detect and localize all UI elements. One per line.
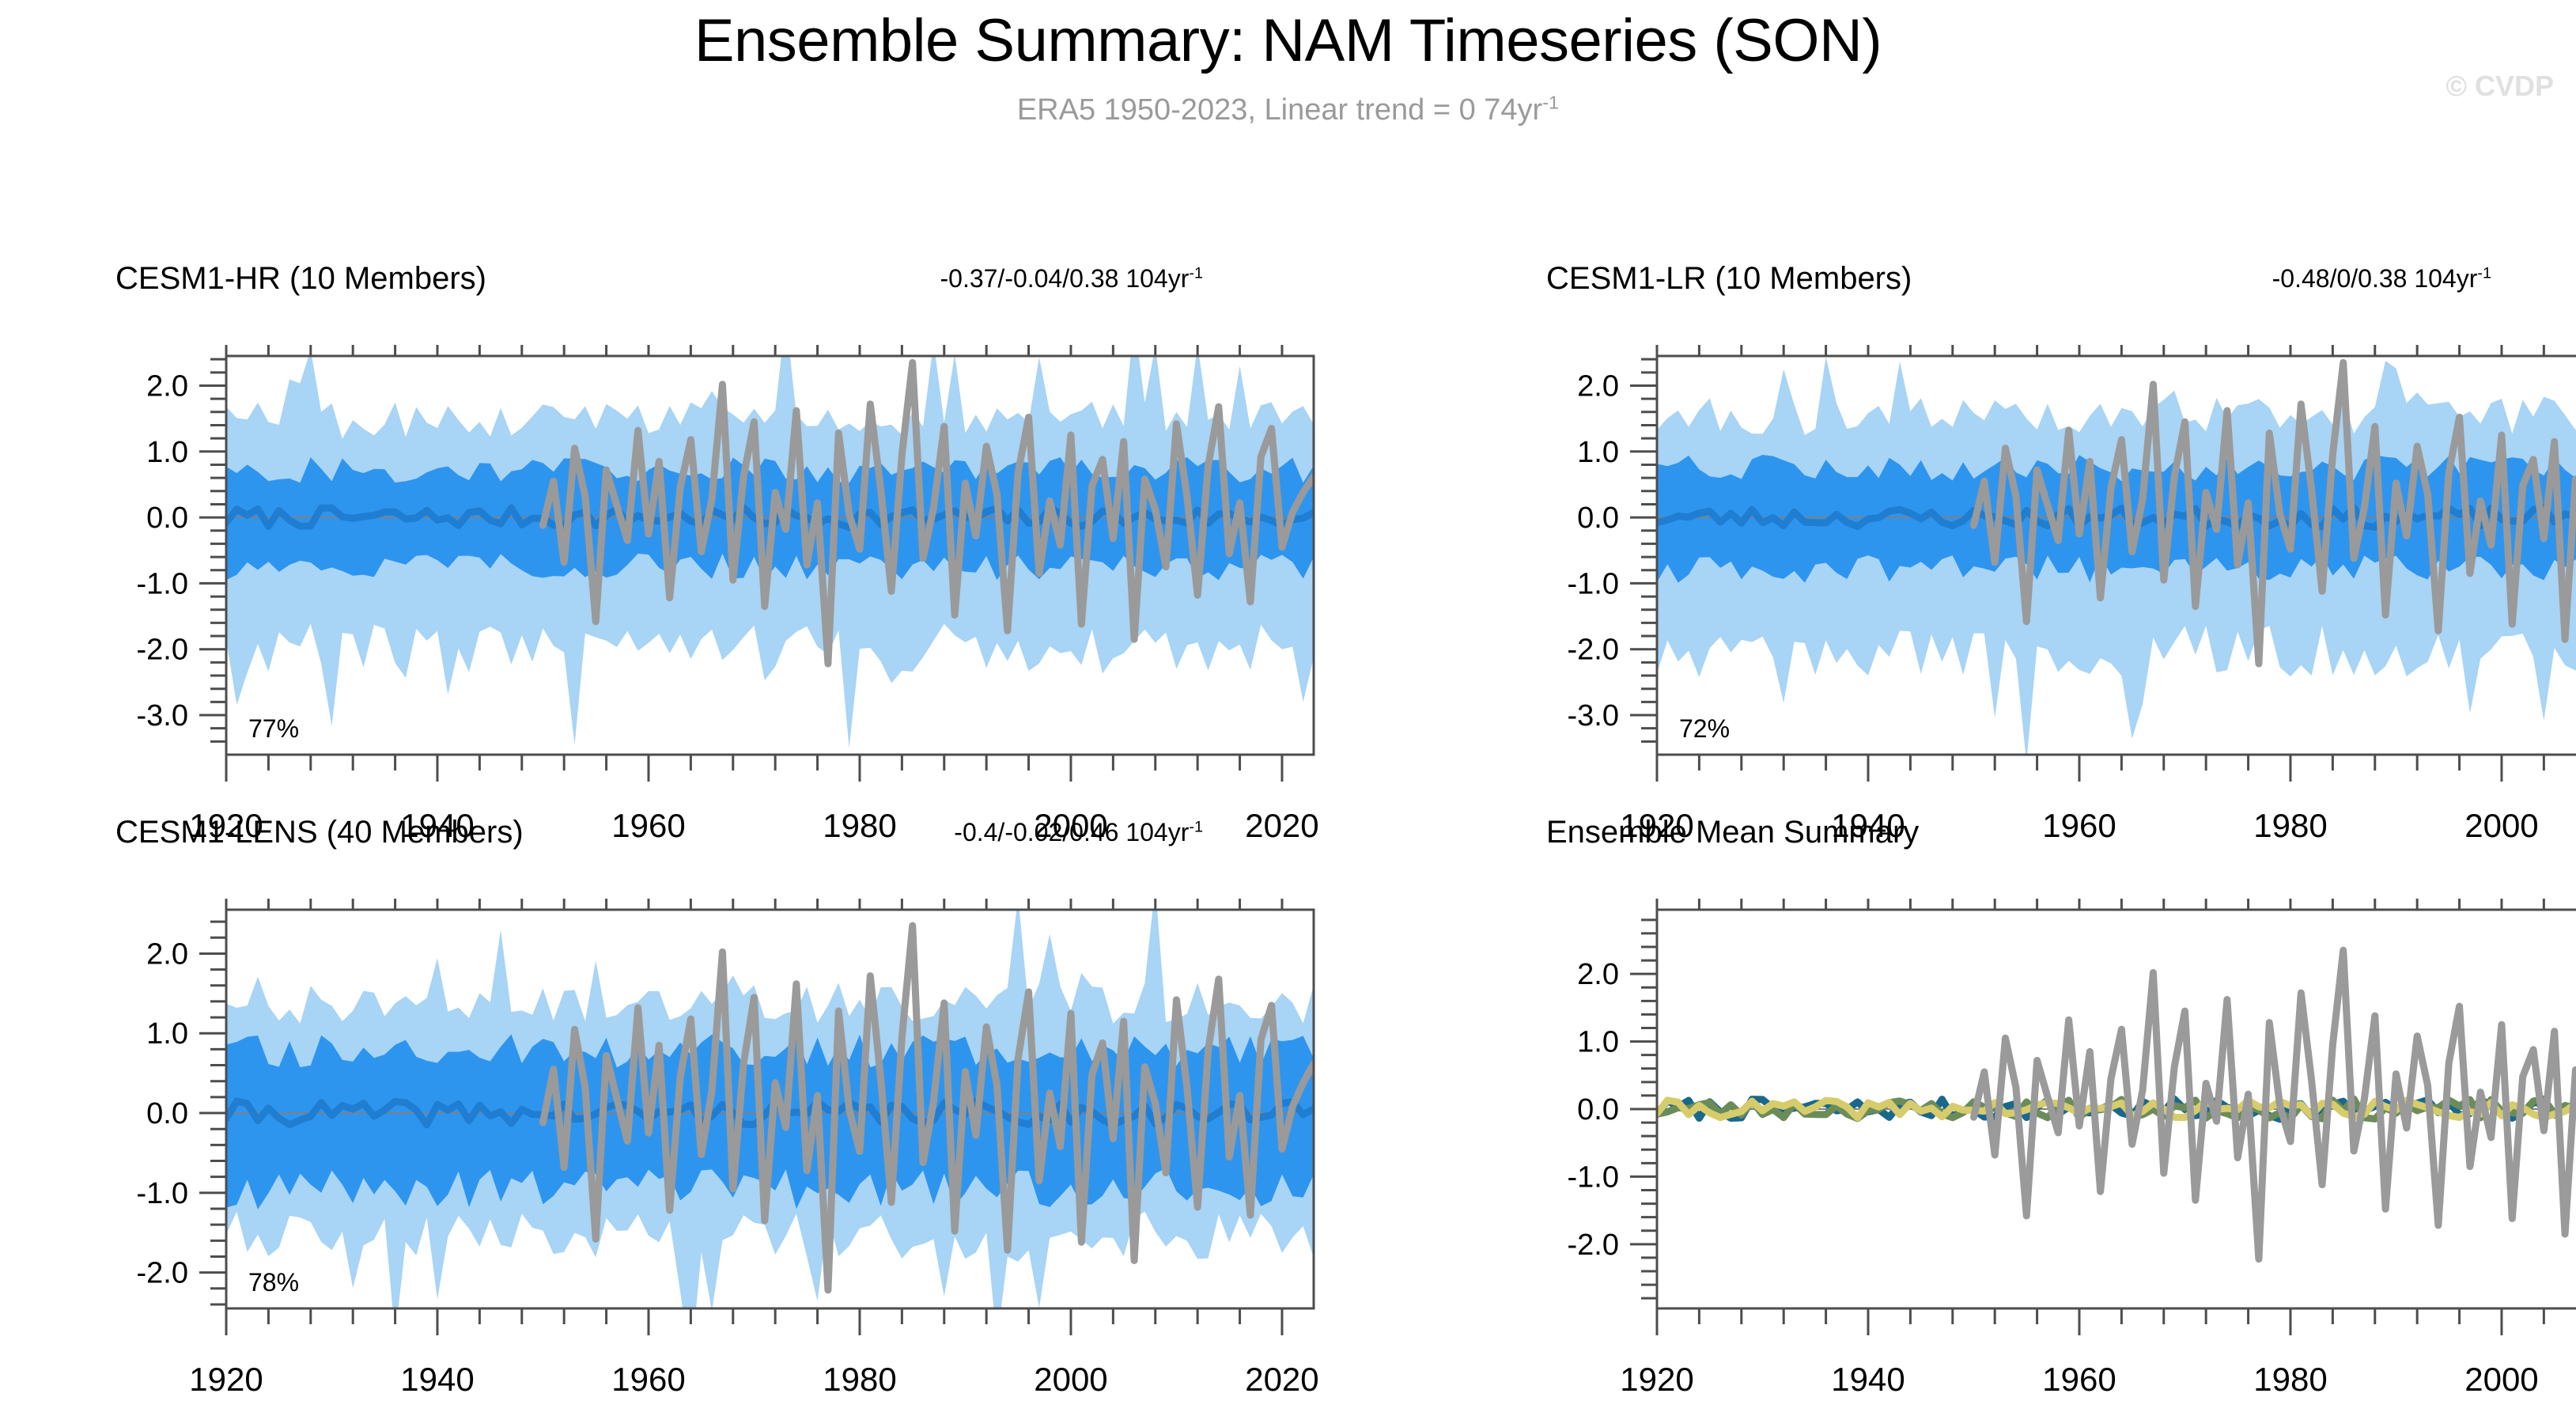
x-axis-tick-label: 1940 (400, 807, 474, 844)
percent-within-range-label: 77% (248, 714, 299, 743)
y-axis-tick-label: 1.0 (1577, 1026, 1619, 1059)
chart-svg: 2.0 1.0 0.0 -1.0 -2.0 -3.0 1920 1940 1960 1980 200… (137, 345, 1319, 844)
y-axis-tick-label: -1.0 (137, 1177, 188, 1210)
plot-frame (1655, 354, 2576, 756)
page-title: Ensemble Summary: NAM Timeseries (SON) (694, 7, 1882, 74)
panel-trend-exponent: -1 (1189, 818, 1203, 836)
x-axis-tick-label: 1920 (189, 1361, 263, 1398)
plot-frame (225, 354, 1315, 756)
y-axis-tick-label: 2.0 (1577, 958, 1619, 991)
x-axis-tick-label: 1940 (1831, 1361, 1905, 1398)
y-axis-tick-label: 1.0 (146, 1017, 188, 1051)
era5-observation-line (539, 358, 1314, 668)
x-axis-tick-label: 1920 (189, 807, 263, 844)
y-axis-tick-label: -1.0 (1568, 1160, 1619, 1194)
y-axis-tick-label: -2.0 (1568, 1229, 1619, 1262)
inner-spread-band (1657, 455, 2576, 583)
figure-header: Ensemble Summary: NAM Timeseries (SON) E… (0, 0, 2576, 142)
percent-within-range-label: 72% (1679, 714, 1730, 743)
figure-subtitle-exponent: -1 (1542, 92, 1560, 113)
panel-trend-cesm1-lr: -0.48/0/0.38 104yr-1 (2272, 264, 2491, 293)
panel-trend-value: -0.4/-0.02/0.46 104yr (954, 818, 1190, 846)
panel-title-cesm1-lr: CESM1-LR (10 Members) (1546, 261, 1912, 296)
era5-observation-line (539, 922, 1314, 1294)
y-axis-tick-label: 0.0 (1577, 1093, 1619, 1126)
x-axis-tick-label: 2020 (1245, 1361, 1318, 1398)
x-axis-tick-label: 2000 (1034, 1361, 1107, 1398)
x-axis-tick-label: 1980 (823, 807, 896, 844)
y-axis-tick-label: 0.0 (146, 1097, 188, 1130)
x-axis-tick-label: 1960 (2042, 1361, 2116, 1398)
panel-title-cesm1-hr: CESM1-HR (10 Members) (115, 261, 486, 296)
y-axis-tick-label: 2.0 (1577, 369, 1619, 403)
panel-title-cesm1-lens: CESM1-LENS (40 Members) (115, 815, 524, 850)
x-axis-tick-label: 1980 (823, 1361, 896, 1398)
panel-trend-exponent: -1 (2477, 264, 2491, 282)
panel-cesm1-lens: CESM1-LENS (40 Members) -0.4/-0.02/0.46 … (115, 815, 1319, 1398)
y-axis-tick-label: -2.0 (137, 634, 188, 667)
plot-frame (225, 908, 1315, 1310)
panel-ensemble-mean-summary: Ensemble Mean Summary 2.0 1.0 0.0 -1.0 -2.0 1… (1546, 815, 2576, 1398)
panel-trend-cesm1-lens: -0.4/-0.02/0.46 104yr-1 (954, 818, 1203, 847)
era5-observation-line (1969, 946, 2576, 1263)
panel-cesm1-hr: CESM1-HR (10 Members) -0.37/-0.04/0.38 1… (115, 261, 1319, 844)
y-axis-tick-label: -2.0 (1568, 634, 1619, 667)
x-axis-tick-label: 1940 (1831, 807, 1905, 844)
x-axis-tick-label: 1920 (1620, 1361, 1693, 1398)
x-axis-tick-label: 1960 (611, 1361, 685, 1398)
x-axis-tick-label: 1980 (2253, 1361, 2327, 1398)
panel-cesm1-lr: CESM1-LR (10 Members) -0.48/0/0.38 104yr… (1546, 261, 2576, 844)
x-axis-tick-label: 1960 (2042, 807, 2116, 844)
y-axis-tick-label: 2.0 (146, 369, 188, 403)
y-axis-tick-label: -1.0 (137, 567, 188, 600)
plot-area-cesm1-lr: 2.0 1.0 0.0 -1.0 -2.0 -3.0 1920 1940 1960 1980 200… (1546, 345, 2576, 862)
panel-trend-cesm1-hr: -0.37/-0.04/0.38 104yr-1 (940, 264, 1203, 293)
chart-svg: 2.0 1.0 0.0 -1.0 -2.0 -3.0 1920 1940 1960 1980 200… (1568, 345, 2576, 844)
x-axis-tick-label: 2020 (1245, 807, 1318, 844)
figure-subtitle: ERA5 1950-2023, Linear trend = 0 74yr-1 (0, 93, 2576, 127)
y-axis-tick-label: 1.0 (146, 436, 188, 469)
x-axis-tick-label: 1940 (400, 1361, 474, 1398)
chart-svg: 2.0 1.0 0.0 -1.0 -2.0 1920 1940 1960 1980 2000 202… (137, 899, 1319, 1398)
plot-area-cesm1-lens: 2.0 1.0 0.0 -1.0 -2.0 1920 1940 1960 1980 2000 202… (115, 899, 1409, 1416)
x-axis-tick-label: 2000 (2464, 807, 2538, 844)
y-axis-tick-label: 2.0 (146, 937, 188, 971)
panel-trend-exponent: -1 (1189, 264, 1203, 282)
y-axis-tick-label: -2.0 (137, 1257, 188, 1290)
plot-area-cesm1-hr: 2.0 1.0 0.0 -1.0 -2.0 -3.0 1920 1940 1960 1980 200… (115, 345, 1409, 862)
panel-trend-value: -0.48/0/0.38 104yr (2271, 264, 2478, 293)
y-axis-tick-label: 0.0 (1577, 502, 1619, 535)
percent-within-range-label: 78% (248, 1268, 299, 1297)
panel-trend-value: -0.37/-0.04/0.38 104yr (940, 264, 1190, 293)
y-axis-tick-label: -3.0 (137, 699, 188, 733)
y-axis-tick-label: -3.0 (1568, 699, 1619, 733)
x-axis-tick-label: 1980 (2253, 807, 2327, 844)
x-axis-tick-label: 2000 (2464, 1361, 2538, 1398)
chart-svg: 2.01.00.0-1.0-2.019201940196019802000202… (1568, 899, 2576, 1398)
y-axis-tick-label: 0.0 (146, 502, 188, 535)
cvdp-watermark: © CVDP (2445, 70, 2554, 102)
y-axis-tick-label: 1.0 (1577, 436, 1619, 469)
plot-area-ensemble-mean-summary: 2.01.00.0-1.0-2.019201940196019802000202… (1546, 899, 2576, 1416)
y-axis-tick-label: -1.0 (1568, 567, 1619, 600)
era5-observation-line (1969, 358, 2576, 668)
x-axis-tick-label: 1960 (611, 807, 685, 844)
panel-title-ensemble-mean-summary: Ensemble Mean Summary (1546, 815, 1920, 850)
x-axis-tick-label: 2000 (1034, 807, 1107, 844)
figure-subtitle-text: ERA5 1950-2023, Linear trend = 0 74yr (1016, 93, 1543, 127)
x-axis-tick-label: 1920 (1620, 807, 1693, 844)
